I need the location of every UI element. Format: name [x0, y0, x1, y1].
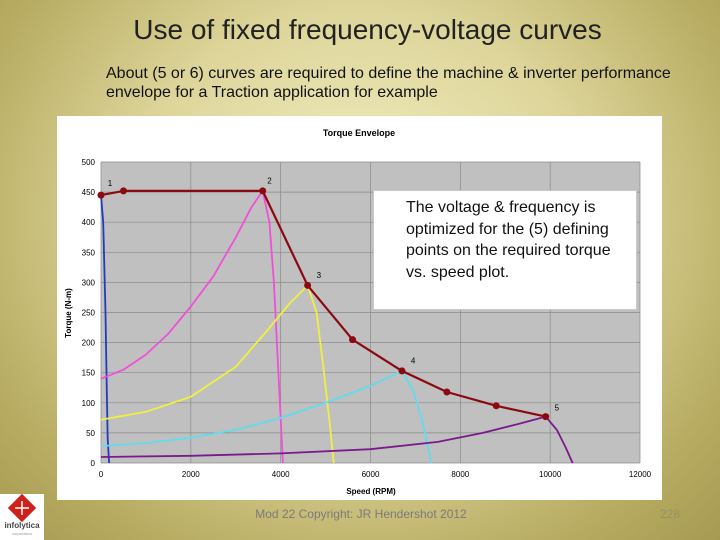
copyright-footer: Mod 22 Copyright: JR Hendershot 2012	[255, 507, 467, 521]
x-axis-label: Speed (RPM)	[346, 487, 396, 496]
point-label: 4	[411, 357, 416, 366]
series-layer	[97, 187, 574, 464]
x-tick-label: 8000	[451, 470, 469, 479]
y-tick-label: 300	[82, 278, 96, 287]
series-line	[100, 369, 432, 464]
gridlines	[100, 161, 641, 464]
series-point	[398, 367, 406, 375]
y-tick-label: 450	[82, 188, 96, 197]
point-label: 2	[267, 177, 272, 186]
y-tick-label: 250	[82, 309, 96, 318]
y-tick-label: 50	[86, 429, 95, 438]
series-point	[443, 388, 451, 396]
x-tick-label: 4000	[272, 470, 290, 479]
x-tick-label: 6000	[362, 470, 380, 479]
y-tick-label: 0	[91, 459, 96, 468]
logo-text: infolytica	[4, 521, 40, 530]
series-point	[349, 336, 357, 344]
series-point	[97, 191, 105, 199]
chart-title: Torque Envelope	[323, 128, 395, 138]
series-line	[100, 190, 284, 464]
series-point	[304, 281, 312, 289]
intro-text: About (5 or 6) curves are required to de…	[106, 65, 671, 101]
page-number: 228	[660, 507, 681, 521]
y-tick-label: 500	[82, 158, 96, 167]
y-tick-label: 350	[82, 248, 96, 257]
infolytica-logo-icon	[7, 494, 37, 522]
x-tick-label: 12000	[629, 470, 652, 479]
point-label: 3	[317, 271, 322, 280]
series-line	[100, 195, 110, 464]
logo-subtext: corporation	[11, 531, 32, 536]
series-point	[542, 413, 550, 421]
x-tick-label: 10000	[539, 470, 562, 479]
point-annotations: 1 2 3 4 5	[108, 177, 560, 413]
y-axis-label: Torque (N-m)	[64, 288, 73, 338]
x-tick-label: 2000	[182, 470, 200, 479]
y-tick-label: 200	[82, 339, 96, 348]
y-tick-label: 150	[82, 369, 96, 378]
callout-box: The voltage & frequency is optimized for…	[373, 190, 637, 310]
series-line	[100, 415, 574, 464]
logo: infolytica corporation	[0, 494, 44, 540]
y-tick-label: 400	[82, 218, 96, 227]
series-point	[259, 187, 267, 195]
point-label: 1	[108, 179, 113, 188]
tick-labels: 0 50 100 150 200 250 300 350 400 450 500 0 2000 4000 6…	[82, 158, 652, 479]
y-tick-label: 100	[82, 399, 96, 408]
point-label: 5	[555, 404, 560, 413]
x-tick-label: 0	[99, 470, 104, 479]
series-point	[492, 402, 500, 410]
series-line	[100, 284, 335, 464]
slide-title: Use of fixed frequency-voltage curves	[133, 14, 602, 45]
series-point	[119, 187, 127, 195]
